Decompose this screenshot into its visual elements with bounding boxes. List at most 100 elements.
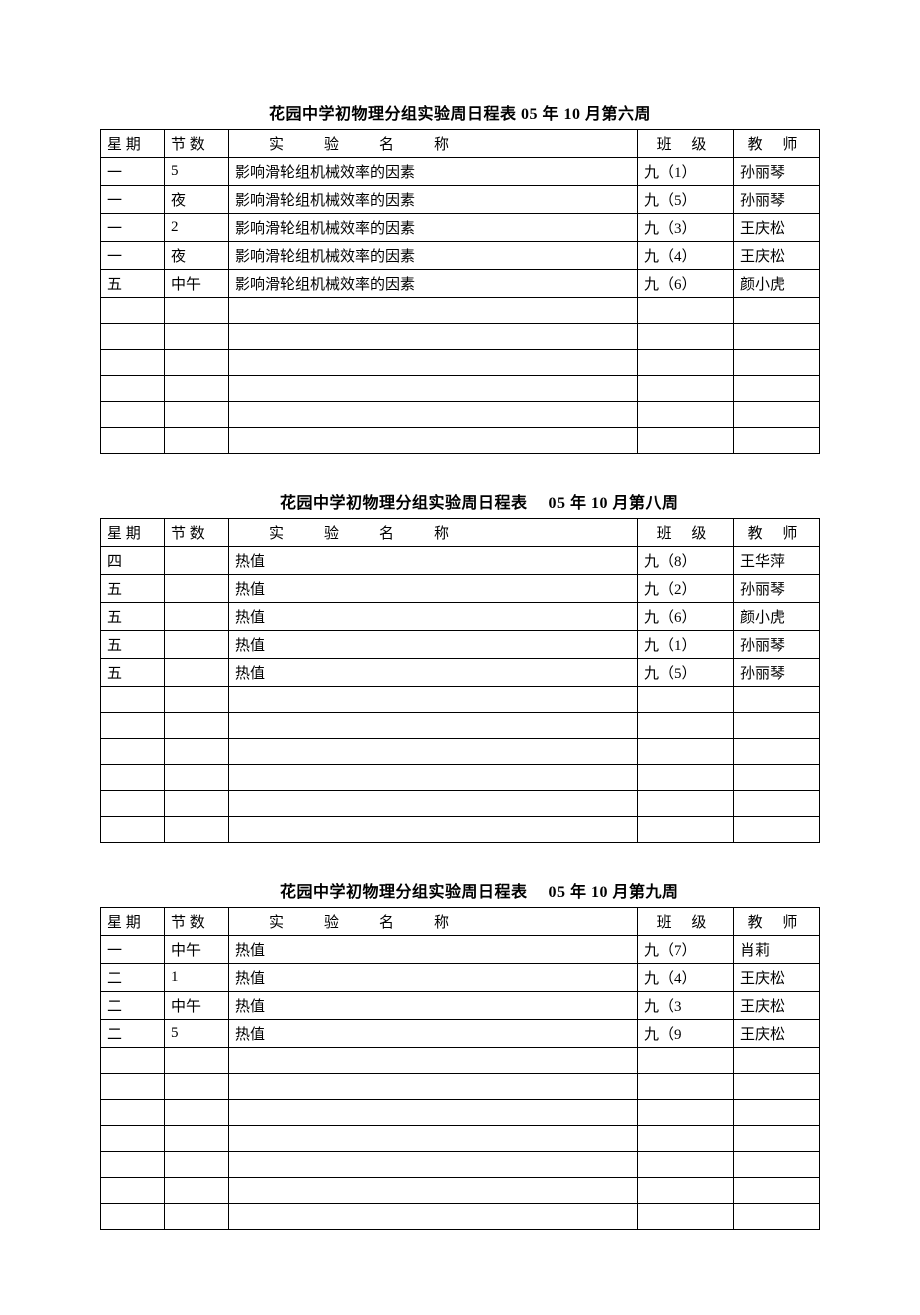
cell-class <box>638 1126 734 1152</box>
cell-class <box>638 428 734 454</box>
schedule-block: 花园中学初物理分组实验周日程表 05 年 10 月第九周星 期节 数实验名称班 … <box>100 878 820 1230</box>
table-row: 五热值九（5）孙丽琴 <box>101 659 820 687</box>
cell-teacher <box>734 1126 820 1152</box>
cell-day <box>101 1126 165 1152</box>
table-row <box>101 1074 820 1100</box>
cell-class <box>638 765 734 791</box>
cell-day: 五 <box>101 659 165 687</box>
cell-teacher <box>734 350 820 376</box>
header-teacher: 教 师 <box>734 908 820 936</box>
cell-teacher: 王庆松 <box>734 992 820 1020</box>
cell-day <box>101 1074 165 1100</box>
header-day: 星 期 <box>101 130 165 158</box>
schedule-title: 花园中学初物理分组实验周日程表 05 年 10 月第九周 <box>100 878 820 902</box>
cell-period: 中午 <box>165 936 229 964</box>
cell-class <box>638 298 734 324</box>
table-row: 二5热值九（9王庆松 <box>101 1020 820 1048</box>
cell-day: 四 <box>101 547 165 575</box>
cell-period <box>165 739 229 765</box>
cell-experiment <box>229 1048 638 1074</box>
cell-teacher: 王庆松 <box>734 964 820 992</box>
cell-class <box>638 817 734 843</box>
cell-class <box>638 1178 734 1204</box>
cell-teacher <box>734 1178 820 1204</box>
cell-period <box>165 1178 229 1204</box>
table-row <box>101 739 820 765</box>
cell-day <box>101 402 165 428</box>
cell-day: 五 <box>101 575 165 603</box>
cell-class <box>638 1074 734 1100</box>
table-row <box>101 324 820 350</box>
cell-day <box>101 428 165 454</box>
cell-period <box>165 324 229 350</box>
cell-period: 夜 <box>165 186 229 214</box>
cell-teacher: 肖莉 <box>734 936 820 964</box>
cell-day: 二 <box>101 992 165 1020</box>
cell-period <box>165 1074 229 1100</box>
cell-class <box>638 791 734 817</box>
cell-experiment: 热值 <box>229 992 638 1020</box>
table-header-row: 星 期节 数实验名称班 级教 师 <box>101 519 820 547</box>
cell-teacher <box>734 687 820 713</box>
cell-period <box>165 298 229 324</box>
cell-period: 1 <box>165 964 229 992</box>
cell-day: 一 <box>101 214 165 242</box>
cell-experiment <box>229 1152 638 1178</box>
cell-period <box>165 1152 229 1178</box>
cell-class <box>638 324 734 350</box>
table-row <box>101 1100 820 1126</box>
cell-class <box>638 376 734 402</box>
cell-experiment <box>229 791 638 817</box>
cell-teacher <box>734 713 820 739</box>
table-row <box>101 1126 820 1152</box>
header-class: 班 级 <box>638 130 734 158</box>
cell-experiment: 热值 <box>229 575 638 603</box>
cell-period <box>165 1126 229 1152</box>
table-row: 二1热值九（4）王庆松 <box>101 964 820 992</box>
schedule-block: 花园中学初物理分组实验周日程表 05 年 10 月第八周星 期节 数实验名称班 … <box>100 489 820 843</box>
cell-experiment <box>229 402 638 428</box>
cell-day <box>101 1152 165 1178</box>
schedule-title: 花园中学初物理分组实验周日程表 05 年 10 月第六周 <box>100 100 820 124</box>
cell-teacher <box>734 428 820 454</box>
cell-teacher <box>734 1100 820 1126</box>
cell-teacher <box>734 765 820 791</box>
cell-class: 九（2） <box>638 575 734 603</box>
cell-day: 二 <box>101 964 165 992</box>
cell-teacher <box>734 402 820 428</box>
header-day: 星 期 <box>101 908 165 936</box>
cell-experiment <box>229 817 638 843</box>
cell-day: 一 <box>101 186 165 214</box>
schedule-table: 星 期节 数实验名称班 级教 师一5影响滑轮组机械效率的因素九（1）孙丽琴一夜影… <box>100 129 820 454</box>
cell-teacher: 王庆松 <box>734 242 820 270</box>
cell-period <box>165 1048 229 1074</box>
cell-period <box>165 765 229 791</box>
cell-class <box>638 739 734 765</box>
cell-day <box>101 1048 165 1074</box>
cell-experiment: 热值 <box>229 659 638 687</box>
table-row: 四热值九（8）王华萍 <box>101 547 820 575</box>
cell-class: 九（4） <box>638 242 734 270</box>
header-period: 节 数 <box>165 130 229 158</box>
table-row <box>101 298 820 324</box>
cell-class <box>638 402 734 428</box>
cell-teacher: 王华萍 <box>734 547 820 575</box>
header-experiment: 实验名称 <box>229 519 638 547</box>
cell-class <box>638 1100 734 1126</box>
cell-experiment <box>229 298 638 324</box>
cell-class: 九（5） <box>638 186 734 214</box>
cell-class: 九（4） <box>638 964 734 992</box>
cell-teacher <box>734 1152 820 1178</box>
cell-teacher <box>734 376 820 402</box>
table-row: 五热值九（2）孙丽琴 <box>101 575 820 603</box>
cell-teacher: 孙丽琴 <box>734 158 820 186</box>
header-experiment: 实验名称 <box>229 130 638 158</box>
cell-day: 五 <box>101 603 165 631</box>
cell-day <box>101 376 165 402</box>
cell-day <box>101 298 165 324</box>
table-row: 一夜影响滑轮组机械效率的因素九（5）孙丽琴 <box>101 186 820 214</box>
cell-class: 九（9 <box>638 1020 734 1048</box>
cell-period <box>165 402 229 428</box>
cell-period <box>165 575 229 603</box>
cell-period <box>165 817 229 843</box>
